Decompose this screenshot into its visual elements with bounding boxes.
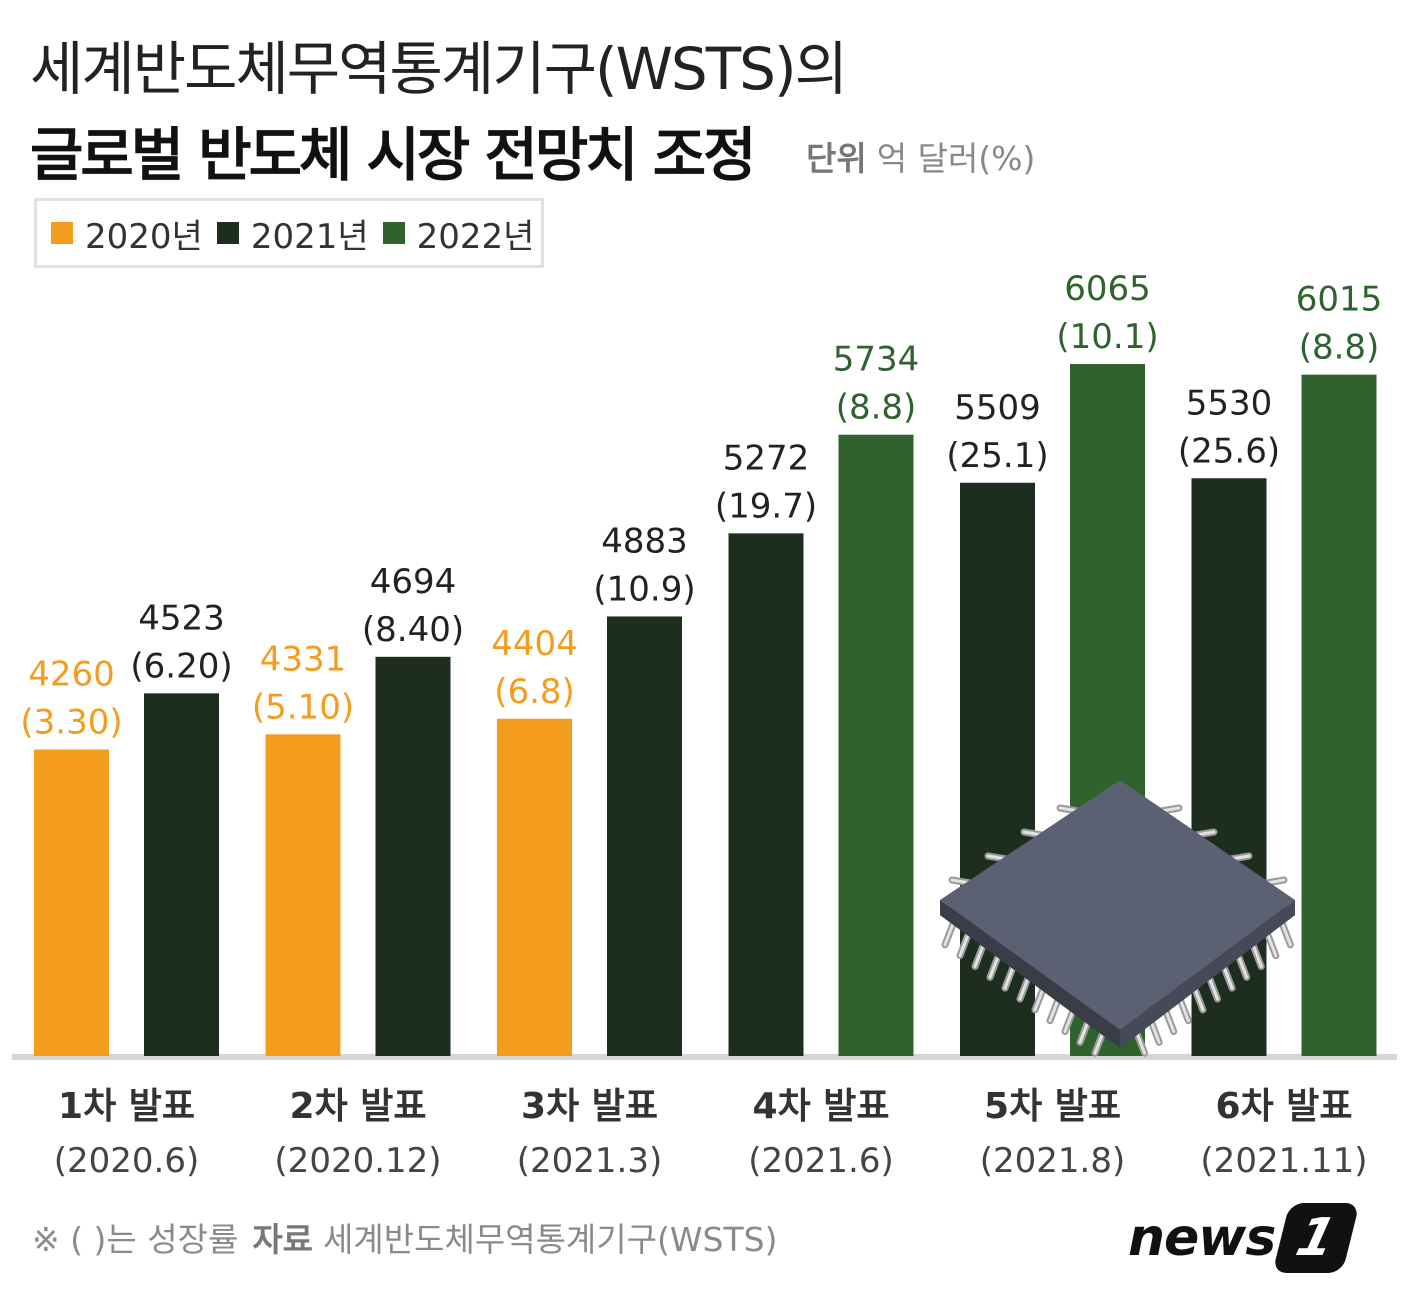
x-tick-label-4: 4차 발표 [753, 1086, 890, 1127]
legend-item-2021: 2021년 [216, 209, 369, 258]
legend-swatch-2022 [382, 222, 405, 244]
chip-body-edge-right [1120, 900, 1295, 1048]
legend-item-2022: 2022년 [382, 209, 535, 258]
x-tick-label-2: 2차 발표 [290, 1086, 427, 1127]
growth-label-2021년-1: (6.20) [130, 646, 232, 686]
chip-body-edge-left [940, 900, 1120, 1048]
footnote: ※ ( )는 성장률 자료 세계반도체무역통계기구(WSTS) [32, 1213, 777, 1261]
x-tick-date-4: (2021.6) [748, 1141, 894, 1181]
growth-label-2021년-2: (8.40) [362, 610, 464, 650]
bar-2021년-4 [728, 533, 804, 1056]
value-label-2021년-4: 5272 [723, 438, 810, 478]
bar-2020년-3 [497, 718, 572, 1056]
growth-label-2022년-5: (10.1) [1056, 317, 1158, 357]
page-title-line1: 세계반도체무역통계기구(WSTS)의 [30, 35, 848, 103]
growth-note: ※ ( )는 성장률 [32, 1220, 239, 1259]
growth-label-2020년-1: (3.30) [20, 703, 122, 743]
value-label-2021년-2: 4694 [370, 562, 457, 602]
legend-label-2021: 2021년 [250, 216, 369, 257]
growth-label-2021년-6: (25.6) [1178, 431, 1280, 471]
growth-label-2020년-3: (6.8) [494, 672, 575, 712]
value-label-2022년-5: 6065 [1064, 269, 1151, 309]
bar-2021년-1 [144, 693, 219, 1056]
x-tick-date-3: (2021.3) [517, 1141, 663, 1181]
source-value: 세계반도체무역통계기구(WSTS) [323, 1220, 778, 1259]
news1-logo-badge: 1 [1272, 1203, 1361, 1273]
news1-logo-number: 1 [1290, 1208, 1342, 1268]
legend-label-2020: 2020년 [85, 216, 203, 257]
bar-2022년-4 [838, 434, 914, 1056]
chart-legend: 2020년 2021년 2022년 [34, 198, 544, 268]
legend-swatch-2021 [216, 222, 239, 244]
bar-2021년-3 [607, 616, 682, 1056]
chip-illustration [940, 780, 1295, 1057]
news1-logo: news 1 [1128, 1198, 1361, 1278]
value-label-2021년-5: 5509 [954, 388, 1041, 428]
legend-swatch-2020 [51, 222, 73, 244]
bar-2020년-2 [265, 734, 341, 1056]
source-label: 자료 [252, 1220, 314, 1259]
value-label-2021년-1: 4523 [138, 598, 225, 638]
x-tick-label-5: 5차 발표 [984, 1086, 1121, 1127]
legend-label-2022: 2022년 [416, 216, 535, 257]
growth-label-2022년-4: (8.8) [836, 388, 917, 428]
growth-label-2021년-5: (25.1) [946, 436, 1048, 476]
x-tick-date-1: (2020.6) [54, 1141, 200, 1181]
legend-item-2020: 2020년 [51, 209, 203, 258]
x-tick-date-5: (2021.8) [980, 1141, 1126, 1181]
growth-label-2021년-3: (10.9) [593, 569, 695, 609]
value-label-2020년-3: 4404 [491, 624, 578, 664]
x-tick-label-1: 1차 발표 [58, 1086, 195, 1127]
value-label-2022년-4: 5734 [833, 340, 920, 380]
growth-label-2021년-4: (19.7) [715, 486, 817, 526]
x-tick-label-6: 6차 발표 [1216, 1086, 1353, 1127]
page-title-line2: 글로벌 반도체 시장 전망치 조정 [30, 121, 756, 189]
x-tick-date-2: (2020.12) [274, 1141, 441, 1181]
growth-label-2020년-2: (5.10) [252, 687, 354, 727]
x-tick-date-6: (2021.11) [1200, 1141, 1367, 1181]
value-label-2020년-1: 4260 [28, 655, 115, 695]
value-label-2020년-2: 4331 [260, 639, 347, 679]
bar-2021년-2 [375, 656, 451, 1056]
x-tick-label-3: 3차 발표 [521, 1086, 658, 1127]
value-label-2021년-6: 5530 [1186, 383, 1273, 423]
value-label-2022년-6: 6015 [1296, 280, 1383, 320]
unit-label: 단위 억 달러(%) [806, 132, 1035, 180]
growth-label-2022년-6: (8.8) [1299, 328, 1380, 368]
chip-body-top [940, 780, 1295, 1030]
bar-2020년-1 [34, 749, 109, 1056]
unit-label-key: 단위 [806, 139, 867, 178]
value-label-2021년-3: 4883 [601, 521, 688, 561]
unit-label-value: 억 달러(%) [876, 139, 1036, 178]
bar-2022년-6 [1301, 374, 1377, 1056]
news1-logo-text: news [1128, 1208, 1276, 1268]
chart-baseline [12, 1054, 1397, 1060]
